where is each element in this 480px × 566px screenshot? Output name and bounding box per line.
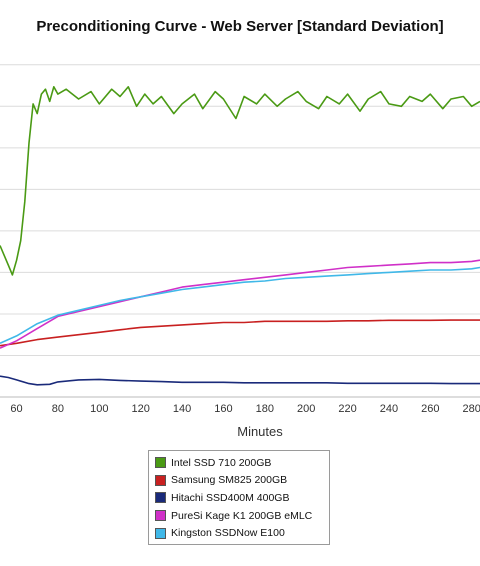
x-tick-label: 200 (297, 403, 315, 415)
legend: Intel SSD 710 200GB Samsung SM825 200GB Hi… (148, 450, 330, 545)
legend-item: PureSi Kage K1 200GB eMLC (155, 507, 323, 525)
legend-swatch (155, 492, 166, 504)
x-tick-label: 140 (173, 403, 191, 415)
series-line (0, 375, 480, 386)
x-tick-label: 240 (380, 403, 398, 415)
x-tick-label: 160 (214, 403, 232, 415)
x-tick-label: 280 (463, 403, 480, 415)
legend-label: Kingston SSDNow E100 (171, 527, 285, 540)
x-tick-label: 220 (338, 403, 356, 415)
chart-title: Preconditioning Curve - Web Server [Stan… (36, 18, 444, 35)
legend-item: Hitachi SSD400M 400GB (155, 489, 323, 507)
legend-swatch (155, 527, 166, 539)
legend-label: Samsung SM825 200GB (171, 474, 288, 487)
legend-label: PureSi Kage K1 200GB eMLC (171, 509, 313, 522)
legend-swatch (155, 457, 166, 469)
legend-swatch (155, 474, 166, 486)
legend-label: Intel SSD 710 200GB (171, 456, 272, 469)
legend-swatch (155, 510, 166, 522)
x-tick-label: 100 (90, 403, 108, 415)
legend-item: Kingston SSDNow E100 (155, 524, 323, 542)
x-tick-label: 80 (52, 403, 64, 415)
legend-label: Hitachi SSD400M 400GB (171, 491, 290, 504)
x-tick-label: 60 (10, 403, 22, 415)
series-line (0, 259, 480, 349)
series-line (0, 266, 480, 345)
series-line (0, 86, 480, 276)
x-tick-label: 120 (132, 403, 150, 415)
x-tick-label: 260 (421, 403, 439, 415)
x-axis-label: Minutes (237, 424, 283, 439)
x-tick-label: 180 (256, 403, 274, 415)
series-line (0, 319, 480, 347)
legend-item: Intel SSD 710 200GB (155, 454, 323, 472)
legend-item: Samsung SM825 200GB (155, 472, 323, 490)
